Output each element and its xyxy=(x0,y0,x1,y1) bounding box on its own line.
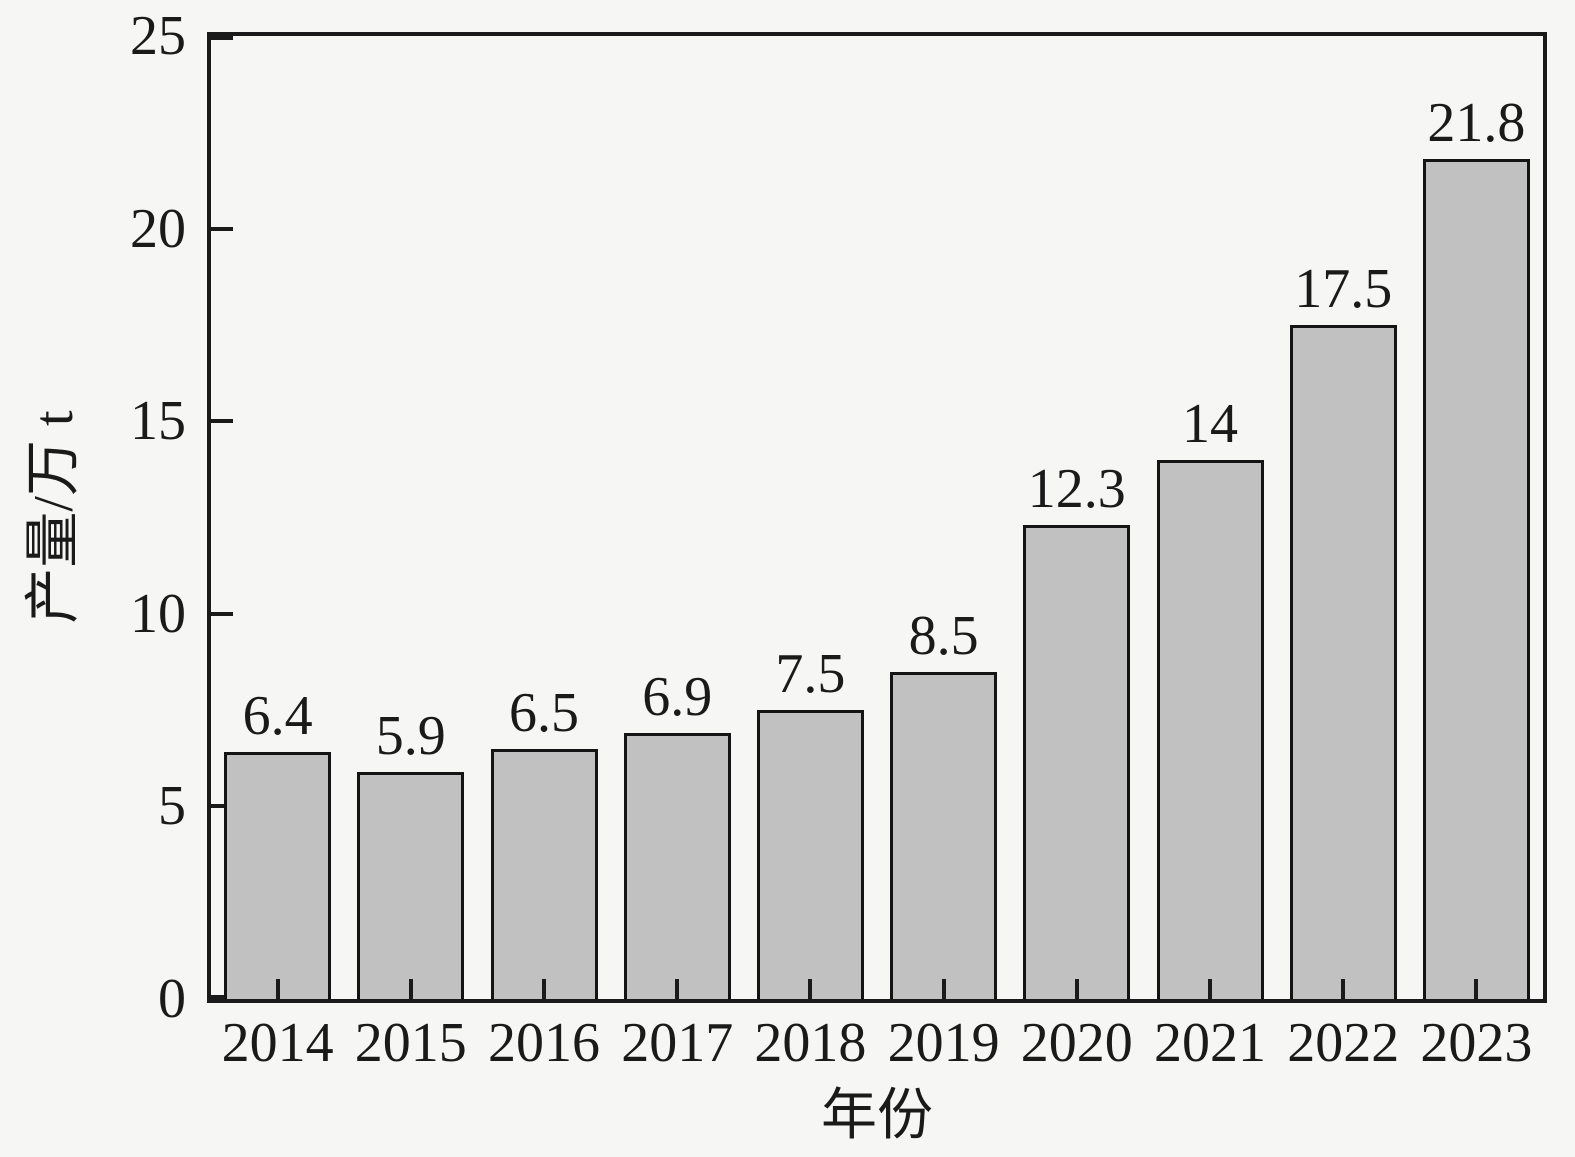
x-tick-label: 2022 xyxy=(1287,1012,1400,1074)
bar xyxy=(756,710,864,999)
x-tick-label: 2014 xyxy=(221,1012,334,1074)
bar-value-label: 14 xyxy=(1182,392,1238,455)
x-axis-title: 年份 xyxy=(821,1085,933,1147)
bar-value-label: 21.8 xyxy=(1427,92,1526,155)
y-axis-tick xyxy=(211,419,233,424)
bar xyxy=(224,752,332,999)
y-tick-label: 15 xyxy=(130,390,186,453)
y-axis-tick xyxy=(211,804,233,809)
bar xyxy=(1156,459,1264,999)
x-axis-tick xyxy=(941,979,946,999)
bar-value-label: 6.4 xyxy=(242,685,313,748)
bar xyxy=(890,671,998,999)
bar-value-label: 6.9 xyxy=(642,666,713,729)
y-tick-label: 0 xyxy=(158,968,186,1030)
bar xyxy=(490,748,598,999)
x-axis-tick xyxy=(1474,979,1479,999)
y-axis-tick xyxy=(211,611,233,616)
bar-value-label: 12.3 xyxy=(1027,458,1126,521)
bar xyxy=(1023,525,1131,999)
x-tick-label: 2016 xyxy=(488,1012,600,1074)
x-axis-tick xyxy=(1074,979,1079,999)
x-tick-label: 2023 xyxy=(1420,1012,1533,1074)
x-tick-label: 2018 xyxy=(754,1012,867,1074)
y-axis-tick xyxy=(211,226,233,231)
x-tick-label: 2021 xyxy=(1154,1012,1266,1074)
y-tick-label: 25 xyxy=(130,5,186,67)
x-axis-tick xyxy=(808,979,813,999)
x-axis-tick xyxy=(1208,979,1212,999)
x-axis-tick xyxy=(1341,979,1346,999)
bar-value-label: 7.5 xyxy=(775,643,846,706)
y-tick-label: 20 xyxy=(130,197,186,260)
x-axis-tick xyxy=(275,979,280,999)
x-tick-label: 2019 xyxy=(887,1012,1000,1074)
bar xyxy=(1422,159,1530,999)
x-tick-label: 2017 xyxy=(621,1012,734,1074)
bar-value-label: 8.5 xyxy=(908,604,979,667)
bar-value-label: 5.9 xyxy=(375,704,446,767)
bar xyxy=(623,733,731,999)
x-axis-tick xyxy=(542,979,546,999)
plot-area xyxy=(207,32,1547,1003)
bar-value-label: 17.5 xyxy=(1294,257,1393,320)
bar xyxy=(357,771,465,999)
bar-value-label: 6.5 xyxy=(509,681,579,744)
bar xyxy=(1289,324,1397,999)
y-tick-label: 5 xyxy=(158,775,186,838)
x-axis-tick xyxy=(675,979,680,999)
x-tick-label: 2020 xyxy=(1020,1012,1133,1074)
y-axis-tick xyxy=(211,995,233,999)
y-tick-label: 10 xyxy=(130,582,186,645)
x-axis-tick xyxy=(408,979,413,999)
x-tick-label: 2015 xyxy=(354,1012,467,1074)
y-axis-tick xyxy=(211,36,233,40)
